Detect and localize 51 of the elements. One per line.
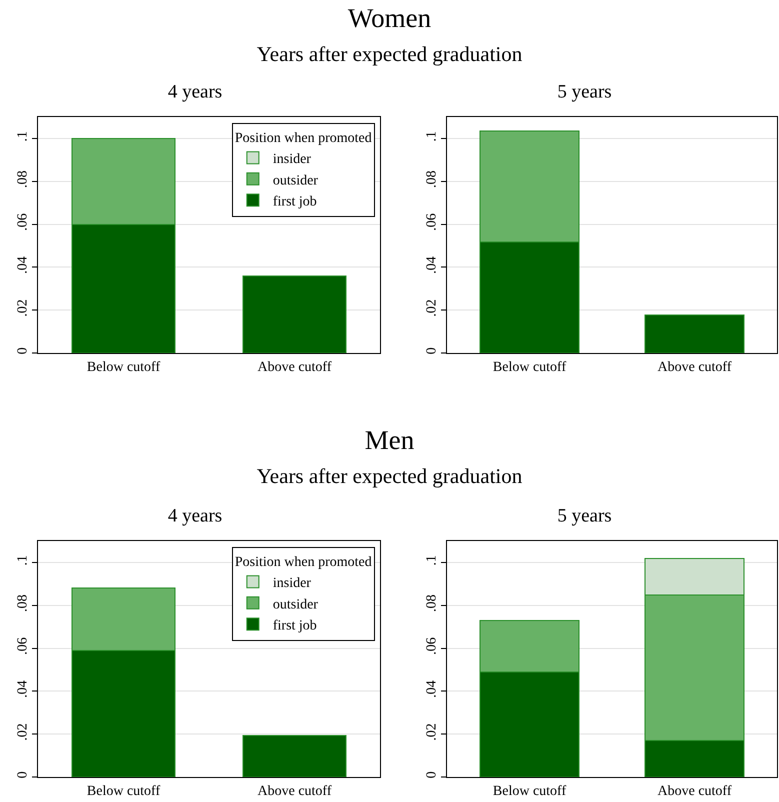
x-tick-label: Above cutoff	[258, 784, 332, 799]
text: Women	[346, 2, 432, 34]
y-tick-label: 0	[15, 771, 30, 778]
y-tick-label: .02	[424, 723, 440, 741]
y-tick-label: .04	[424, 256, 440, 274]
y-tick-label: .08	[15, 594, 30, 612]
x-tick-label: Below cutoff	[86, 784, 160, 799]
legend-label: outsider	[272, 597, 318, 612]
text: Years after expected graduation	[256, 463, 524, 489]
legend-label: insider	[272, 576, 312, 592]
y-tick-label: .06	[424, 637, 440, 655]
y-tick-label: .08	[15, 170, 30, 188]
bar	[242, 735, 346, 777]
y-tick-label: 0	[424, 771, 440, 778]
y-tick-label: .1	[15, 555, 30, 566]
legend-label: insider	[272, 152, 312, 168]
legend-label: first job	[272, 618, 317, 634]
y-tick-label: .02	[15, 299, 30, 317]
text: Years after expected graduation	[256, 41, 524, 67]
y-tick-label: 0	[424, 347, 440, 354]
chart-title: 4 years	[168, 506, 222, 527]
y-tick-label: .04	[424, 680, 440, 698]
y-tick-label: 0	[15, 347, 30, 354]
x-tick-label: Below cutoff	[86, 360, 160, 375]
x-tick-label: Below cutoff	[492, 360, 566, 375]
y-tick-label: .04	[15, 256, 30, 274]
chart-title: 5 years	[557, 82, 612, 103]
x-tick-label: Above cutoff	[658, 360, 732, 375]
y-tick-label: .06	[424, 213, 440, 231]
y-tick-label: .1	[424, 131, 440, 142]
legend-label: outsider	[272, 173, 318, 188]
y-tick-label: .02	[15, 723, 30, 741]
y-tick-label: .1	[15, 131, 30, 142]
legend-title: Position when promoted	[234, 131, 372, 146]
x-tick-label: Above cutoff	[658, 784, 732, 799]
legend-label: first job	[272, 194, 317, 210]
y-tick-label: .08	[424, 170, 440, 188]
y-tick-label: .06	[15, 637, 30, 655]
y-tick-label: .02	[424, 299, 440, 317]
y-tick-label: .1	[424, 555, 440, 566]
chart-title: 5 years	[557, 506, 612, 527]
bar	[242, 275, 346, 353]
y-tick-label: .04	[15, 680, 30, 698]
y-tick-label: .06	[15, 213, 30, 231]
chart-title: 4 years	[168, 82, 222, 103]
y-tick-label: .08	[424, 594, 440, 612]
text: Men	[364, 424, 416, 456]
x-tick-label: Below cutoff	[492, 784, 566, 799]
bar	[644, 314, 744, 353]
x-tick-label: Above cutoff	[258, 360, 332, 375]
legend-title: Position when promoted	[234, 555, 372, 570]
